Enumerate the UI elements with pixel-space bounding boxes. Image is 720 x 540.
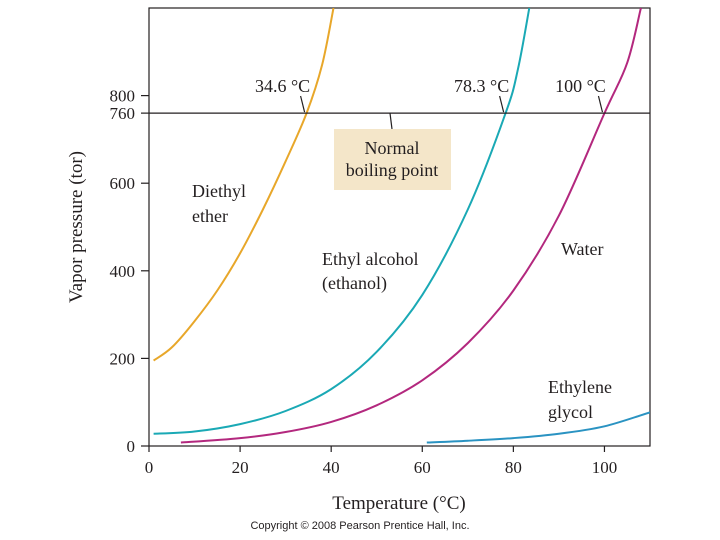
y-tick-label: 800 xyxy=(110,87,136,106)
boiling-point-leader-0 xyxy=(300,95,306,113)
curve-diethyl-ether xyxy=(153,8,335,362)
curve-ethylene-glycol xyxy=(426,411,650,444)
boiling-point-label-1: 78.3 °C xyxy=(454,76,509,96)
callout-label-line2: boiling point xyxy=(346,160,439,180)
boiling-point-markers: 34.6 °C 78.3 °C 100 °C xyxy=(255,76,606,113)
y-tick-label: 400 xyxy=(110,262,136,281)
x-tick-label: 60 xyxy=(414,458,431,477)
plot-frame xyxy=(148,7,651,447)
label-ethanol-line1: Ethyl alcohol xyxy=(322,249,418,269)
y-tick-label: 200 xyxy=(110,349,136,368)
y-tick-label: 760 xyxy=(110,104,136,123)
label-ethylene-glycol-line2: glycol xyxy=(548,402,593,422)
x-tick-label: 80 xyxy=(505,458,522,477)
boiling-point-label-0: 34.6 °C xyxy=(255,76,310,96)
x-tick-label: 0 xyxy=(145,458,154,477)
callout-pointer xyxy=(389,112,393,130)
y-axis-title: Vapor pressure (tor) xyxy=(66,151,87,303)
label-water: Water xyxy=(561,239,604,259)
x-tick-label: 40 xyxy=(323,458,340,477)
label-diethyl-ether-line2: ether xyxy=(192,206,228,226)
x-tick-label: 100 xyxy=(592,458,618,477)
label-diethyl-ether-line1: Diethyl xyxy=(192,181,246,201)
x-axis-ticks: 0 20 40 60 80 100 xyxy=(145,446,617,477)
y-tick-label: 0 xyxy=(127,437,136,456)
boiling-point-leader-2 xyxy=(597,95,604,113)
label-ethylene-glycol-line1: Ethylene xyxy=(548,377,612,397)
callout-box xyxy=(334,129,451,190)
normal-boiling-point-callout: Normal boiling point xyxy=(334,112,451,190)
x-axis-title: Temperature (°C) xyxy=(332,493,465,514)
curve-ethyl-alcohol-ethanol xyxy=(153,8,531,435)
x-tick-label: 20 xyxy=(232,458,249,477)
boiling-point-leader-1 xyxy=(499,95,505,113)
callout-label-line1: Normal xyxy=(365,138,420,158)
series-labels: Diethyl ether Ethyl alcohol (ethanol) Wa… xyxy=(192,181,612,422)
y-tick-label: 600 xyxy=(110,174,136,193)
copyright-notice: Copyright © 2008 Pearson Prentice Hall, … xyxy=(250,520,470,532)
label-ethanol-line2: (ethanol) xyxy=(322,273,387,294)
boiling-point-label-2: 100 °C xyxy=(555,76,606,96)
